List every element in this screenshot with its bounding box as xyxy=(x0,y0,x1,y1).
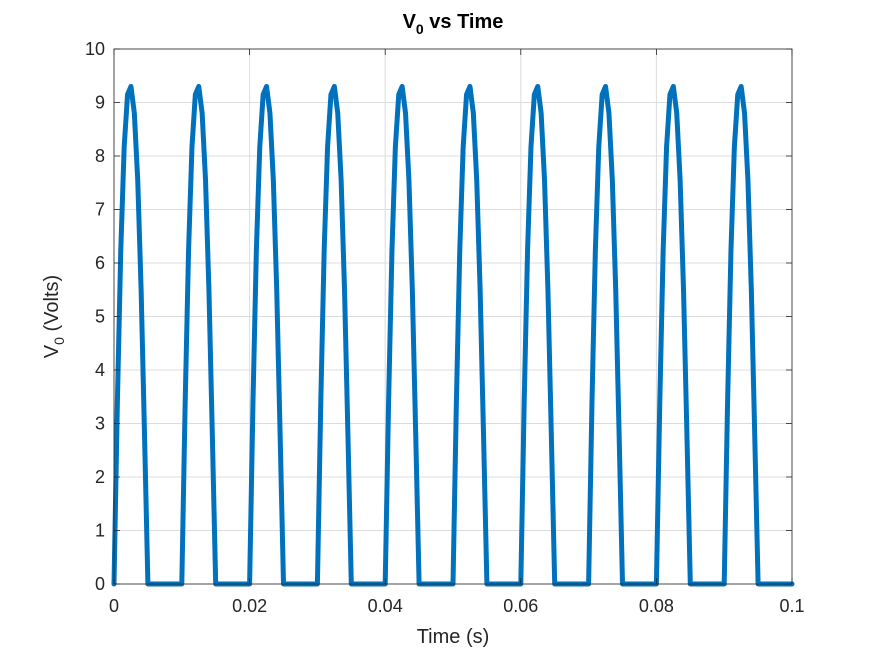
y-tick-label: 1 xyxy=(95,521,105,541)
ylabel-rest: (Volts) xyxy=(41,275,63,337)
y-tick-label: 5 xyxy=(95,307,105,327)
x-tick-label: 0.1 xyxy=(779,596,804,616)
y-tick-label: 6 xyxy=(95,253,105,273)
y-tick-label: 10 xyxy=(85,39,105,59)
y-tick-label: 8 xyxy=(95,146,105,166)
title-main: V xyxy=(403,11,417,33)
y-tick-label: 3 xyxy=(95,414,105,434)
chart-title: V0 vs Time xyxy=(403,11,504,37)
ticks: 0 0.02 0.04 0.06 0.08 0.1 0 1 2 3 4 5 6 7 8 9 10 xyxy=(85,39,805,616)
y-axis-label: V0 (Volts) xyxy=(41,275,67,358)
title-subscript: 0 xyxy=(416,21,424,37)
x-tick-label: 0.06 xyxy=(503,596,538,616)
y-tick-label: 7 xyxy=(95,200,105,220)
y-tick-label: 4 xyxy=(95,360,105,380)
y-tick-label: 9 xyxy=(95,93,105,113)
x-tick-label: 0.04 xyxy=(368,596,403,616)
x-axis-label: Time (s) xyxy=(417,626,490,648)
x-tick-label: 0.08 xyxy=(639,596,674,616)
ylabel-main: V xyxy=(41,344,63,358)
y-tick-label: 2 xyxy=(95,467,105,487)
y-tick-label: 0 xyxy=(95,574,105,594)
x-tick-label: 0.02 xyxy=(232,596,267,616)
title-rest: vs Time xyxy=(424,11,504,33)
x-tick-label: 0 xyxy=(109,596,119,616)
ylabel-subscript: 0 xyxy=(51,337,67,345)
